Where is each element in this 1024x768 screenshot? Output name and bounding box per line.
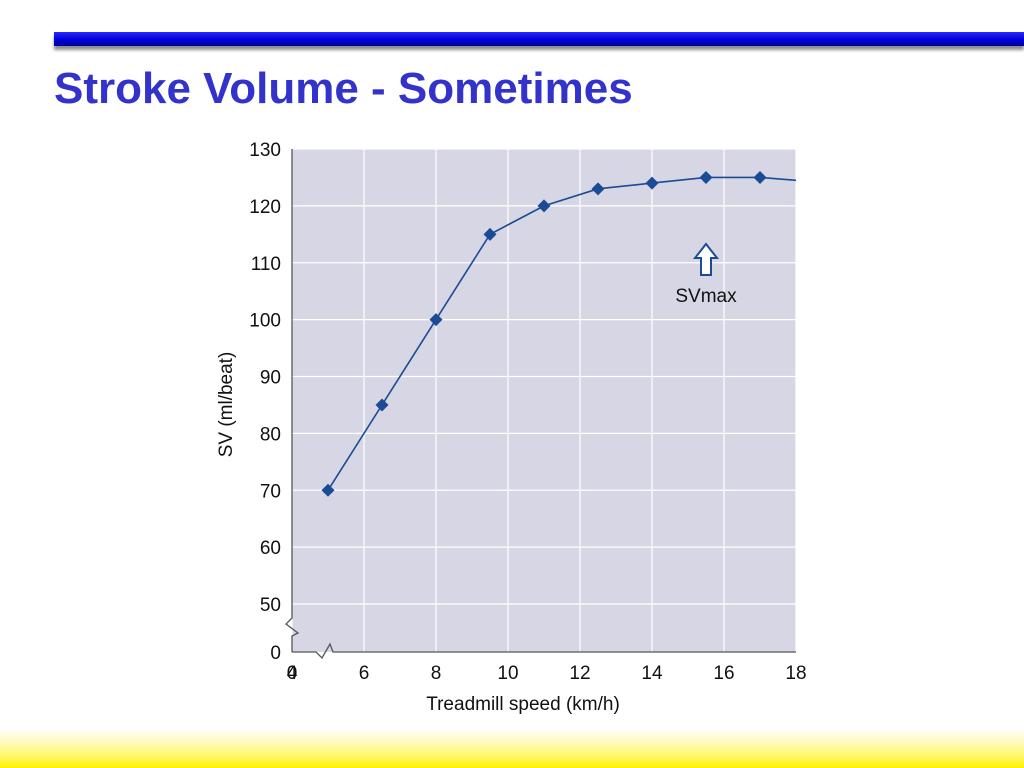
svmax-label: SVmax: [675, 286, 737, 307]
y-tick-label: 90: [260, 368, 281, 389]
y-tick-label: 80: [260, 424, 281, 445]
y-tick-label: 50: [260, 595, 281, 616]
y-tick-labels: 0 50 60 70 80 90 100 110 120 130: [249, 140, 281, 664]
data-point: [429, 313, 443, 327]
data-point: [591, 182, 605, 196]
x-axis-title: Treadmill speed (km/h): [426, 694, 620, 715]
x-tick-labels: 04 6 8 10 12 14 16 18: [287, 663, 807, 684]
y-tick-label: 120: [249, 197, 281, 218]
y-tick-label: 100: [249, 311, 281, 332]
y-tick-label: 110: [251, 254, 281, 275]
title-bar-decoration: [54, 32, 1024, 46]
x-tick-label: 8: [431, 663, 442, 684]
x-tick-label: 10: [497, 663, 518, 684]
x-tick-label: 6: [359, 663, 370, 684]
y-tick-label: 130: [249, 140, 281, 161]
data-point: [699, 170, 713, 184]
y-axis-line: [285, 149, 300, 652]
stroke-volume-chart: 04 6 8 10 12 14 16 18 0 50 60 70 80 90 100 110 120 130 S…: [216, 140, 807, 715]
y-axis-title: SV (ml/beat): [216, 352, 237, 458]
data-point: [375, 398, 389, 412]
x-axis-line: [292, 642, 796, 660]
footer-bar-decoration: [0, 728, 1024, 768]
x-tick-label: 4: [287, 663, 298, 684]
x-tick-label: 16: [713, 663, 734, 684]
data-point: [321, 483, 335, 497]
y-tick-label: 60: [260, 538, 281, 559]
y-tick-label: 0: [270, 643, 281, 664]
data-point: [483, 227, 497, 241]
x-tick-label: 14: [641, 663, 663, 684]
svmax-annotation: SVmax: [675, 242, 737, 307]
x-tick-label: 12: [569, 663, 590, 684]
up-arrow-icon: [692, 242, 720, 276]
y-tick-label: 70: [260, 481, 281, 502]
slide-title: Stroke Volume - Sometimes: [54, 64, 633, 113]
series-markers: [321, 170, 767, 497]
x-tick-label: 18: [785, 663, 806, 684]
data-point: [753, 170, 767, 184]
data-point: [537, 199, 551, 213]
data-point: [645, 176, 659, 190]
plot-background: [292, 149, 796, 652]
x-tick-label: 0: [287, 663, 298, 684]
series-line: [327, 176, 797, 491]
axes: [285, 149, 796, 660]
